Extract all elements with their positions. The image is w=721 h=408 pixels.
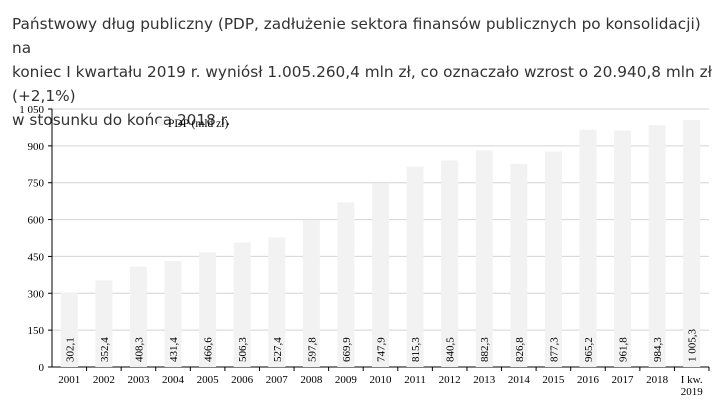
x-tick-label: 2001: [58, 374, 80, 386]
x-tick-label: 2013: [473, 374, 496, 386]
bar-value-label: 882,3: [479, 337, 491, 362]
bar-value-label: 840,5: [445, 337, 457, 362]
bar-value-label: 669,9: [341, 337, 353, 362]
y-tick-label: 750: [28, 178, 45, 190]
chart-caption: Państwowy dług publiczny (PDP, zadłużeni…: [12, 12, 712, 132]
x-tick-label: 2018: [646, 374, 669, 386]
bar-value-label: 1 005,3: [687, 329, 699, 363]
legend-label: PDP (mld zł): [168, 118, 228, 130]
x-tick-label: 2012: [439, 374, 461, 386]
y-tick-label: 450: [28, 251, 45, 263]
x-tick-label: 2008: [300, 374, 323, 386]
bar: [302, 220, 320, 367]
bar-value-label: 877,3: [548, 337, 560, 362]
y-tick-label: 300: [28, 288, 45, 300]
bar: [199, 252, 217, 367]
x-tick-label: 2006: [231, 374, 254, 386]
x-tick-label: 2016: [577, 374, 600, 386]
x-tick-label: 2011: [404, 374, 426, 386]
bar: [129, 266, 147, 367]
x-tick-label: 2017: [612, 374, 635, 386]
bar: [337, 202, 355, 367]
bar: [614, 130, 632, 367]
bar: [406, 166, 424, 367]
bar: [60, 292, 78, 367]
bar-value-label: 352,4: [99, 337, 111, 362]
x-tick-label: 2004: [162, 374, 185, 386]
bar-value-label: 466,6: [203, 337, 215, 362]
caption-line-3: w stosunku do końca 2018 r.: [12, 111, 231, 129]
x-tick-label: 2007: [266, 374, 289, 386]
y-tick-label: 150: [28, 325, 45, 337]
bar: [441, 160, 459, 367]
bar: [579, 129, 597, 367]
bar: [95, 280, 113, 367]
bar-value-label: 302,1: [64, 337, 76, 362]
bar-value-label: 961,8: [618, 337, 630, 362]
bar-value-label: 431,4: [168, 337, 180, 362]
y-tick-label: 0: [39, 362, 45, 374]
x-tick-label: 2003: [127, 374, 150, 386]
x-tick-label: 2010: [370, 374, 393, 386]
bar-value-label: 965,2: [583, 337, 595, 362]
bar-value-label: 506,3: [237, 337, 249, 362]
bar: [475, 150, 493, 367]
bar: [648, 125, 666, 367]
bar-value-label: 984,3: [652, 337, 664, 362]
x-tick-label: 2009: [335, 374, 358, 386]
y-tick-label: 600: [28, 215, 45, 227]
bar: [372, 183, 389, 367]
bar-value-label: 815,3: [410, 337, 422, 362]
bar-value-label: 826,8: [514, 337, 526, 362]
x-tick-label: I kw. 2019: [681, 374, 704, 398]
bar: [233, 242, 251, 367]
bar-value-label: 747,9: [376, 337, 388, 362]
caption-line-1: Państwowy dług publiczny (PDP, zadłużeni…: [12, 15, 701, 57]
bar: [544, 151, 562, 367]
x-tick-label: 2005: [197, 374, 220, 386]
bar-value-label: 527,4: [272, 337, 284, 362]
x-tick-label: 2002: [93, 374, 115, 386]
x-tick-label: 2014: [508, 374, 531, 386]
bar-value-label: 597,8: [306, 337, 318, 362]
caption-line-2: koniec I kwartału 2019 r. wyniósł 1.005.…: [12, 63, 712, 105]
x-tick-label: 2015: [542, 374, 565, 386]
bar: [683, 119, 701, 367]
bar-value-label: 408,3: [133, 337, 145, 362]
y-tick-label: 900: [28, 141, 45, 153]
bar: [164, 260, 182, 367]
y-tick-label: 1 050: [19, 104, 44, 116]
legend-swatch: [157, 119, 164, 126]
bar: [268, 237, 286, 367]
bar: [510, 163, 528, 367]
